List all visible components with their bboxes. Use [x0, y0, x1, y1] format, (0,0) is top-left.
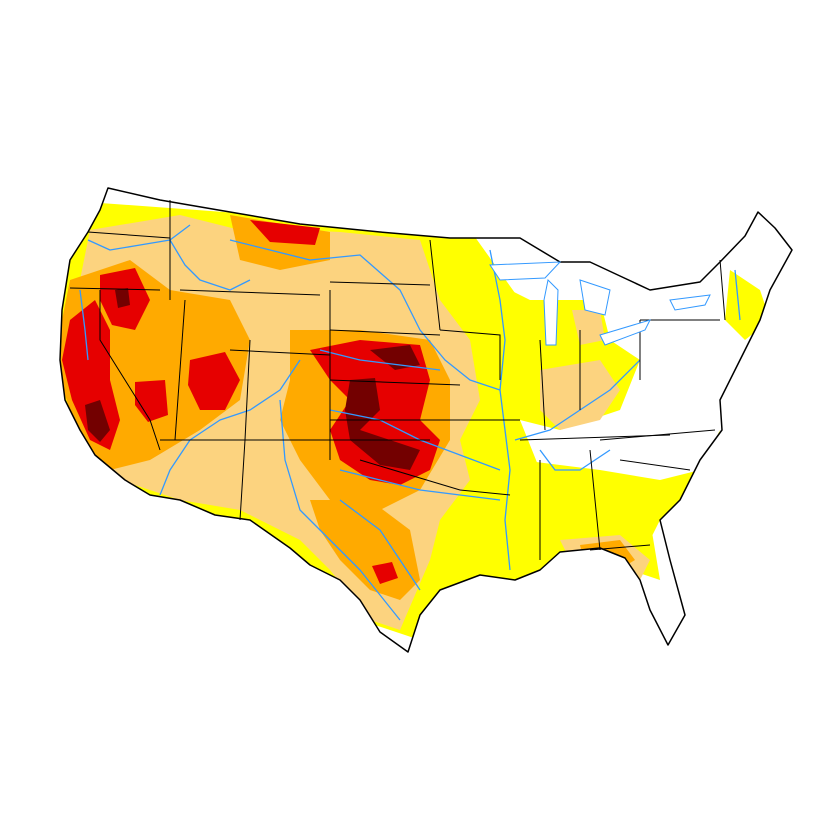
wy-co-border [229, 349, 331, 356]
lake-superior [489, 261, 562, 281]
d3-montana-region [250, 220, 320, 245]
d3-texas-region [372, 562, 398, 584]
ia-mo-border [439, 329, 501, 380]
ok-tx-border [359, 459, 461, 491]
nation-outline [59, 187, 793, 653]
d4-california-region [85, 400, 110, 442]
columbia-river [87, 224, 191, 251]
ar-la-border [459, 489, 511, 496]
sd-ne-border [329, 329, 441, 336]
d3-california-region [62, 300, 120, 450]
or-ca-nv-border [69, 287, 161, 291]
va-nc-border [599, 429, 716, 441]
nv-ut-border [174, 299, 186, 441]
lake-huron [579, 279, 611, 316]
ne-ks-border [329, 379, 461, 386]
lake-michigan [543, 278, 559, 346]
lake-ontario [669, 294, 711, 311]
mississippi-river [489, 249, 511, 571]
d4-nebraska-region [370, 345, 420, 370]
wa-or-border [87, 231, 171, 239]
ga-fl-border [589, 544, 651, 551]
sacramento-river [79, 289, 89, 361]
lake-erie [599, 319, 651, 346]
ny-ne-border [719, 259, 726, 321]
state-borders [69, 200, 726, 560]
platte-river [319, 349, 441, 371]
hudson-river [734, 269, 741, 321]
ca-nv-border [99, 290, 161, 451]
az-nm-border [239, 439, 246, 521]
d4-kansas-oklahoma-region [345, 378, 420, 470]
missouri-river [229, 239, 501, 391]
mn-west-border [429, 239, 441, 331]
d0-southeast-region [500, 430, 720, 560]
rio-grande [279, 399, 401, 621]
snake-river [169, 239, 251, 291]
mt-wy-border [179, 289, 321, 296]
il-in-border [539, 339, 546, 431]
ut-co-border [244, 339, 251, 441]
red-river [339, 469, 501, 501]
nc-sc-border [619, 459, 691, 471]
nd-sd-border [329, 281, 431, 286]
great-lakes [489, 261, 711, 346]
brazos-river [339, 499, 421, 591]
colorado-river [159, 359, 301, 496]
d4-oregon-region [115, 288, 130, 308]
d3-nevada-region [135, 380, 168, 422]
tennessee-river [539, 449, 611, 471]
d3-utah-region [188, 352, 240, 410]
al-ga-border [589, 449, 601, 551]
